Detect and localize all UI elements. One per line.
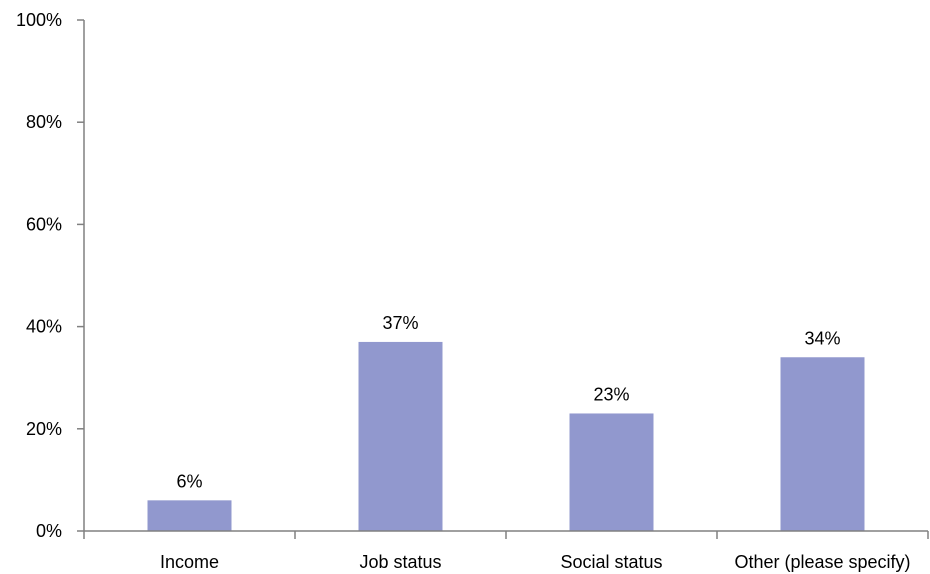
data-label: 37% [382,313,418,333]
category-label: Social status [560,552,662,572]
y-tick-label: 100% [16,10,62,30]
category-label: Job status [359,552,441,572]
category-label: Income [160,552,219,572]
bar [780,357,865,531]
bars [147,341,865,531]
data-label: 23% [593,384,629,404]
y-tick-label: 60% [26,214,62,234]
bar [358,341,443,531]
y-tick-label: 20% [26,419,62,439]
data-labels: 6% 37% 23% 34% [176,313,840,491]
y-axis-ticks: 0% 20% 40% 60% 80% 100% [16,10,84,541]
y-tick-label: 0% [36,521,62,541]
data-label: 6% [176,471,202,491]
category-label: Other (please specify) [734,552,910,572]
y-tick-label: 80% [26,112,62,132]
y-tick-label: 40% [26,317,62,337]
x-axis-ticks [83,531,929,539]
category-labels: Income Job status Social status Other (plea… [160,552,911,572]
bar [147,500,232,531]
data-label: 34% [804,328,840,348]
bar [569,413,654,531]
